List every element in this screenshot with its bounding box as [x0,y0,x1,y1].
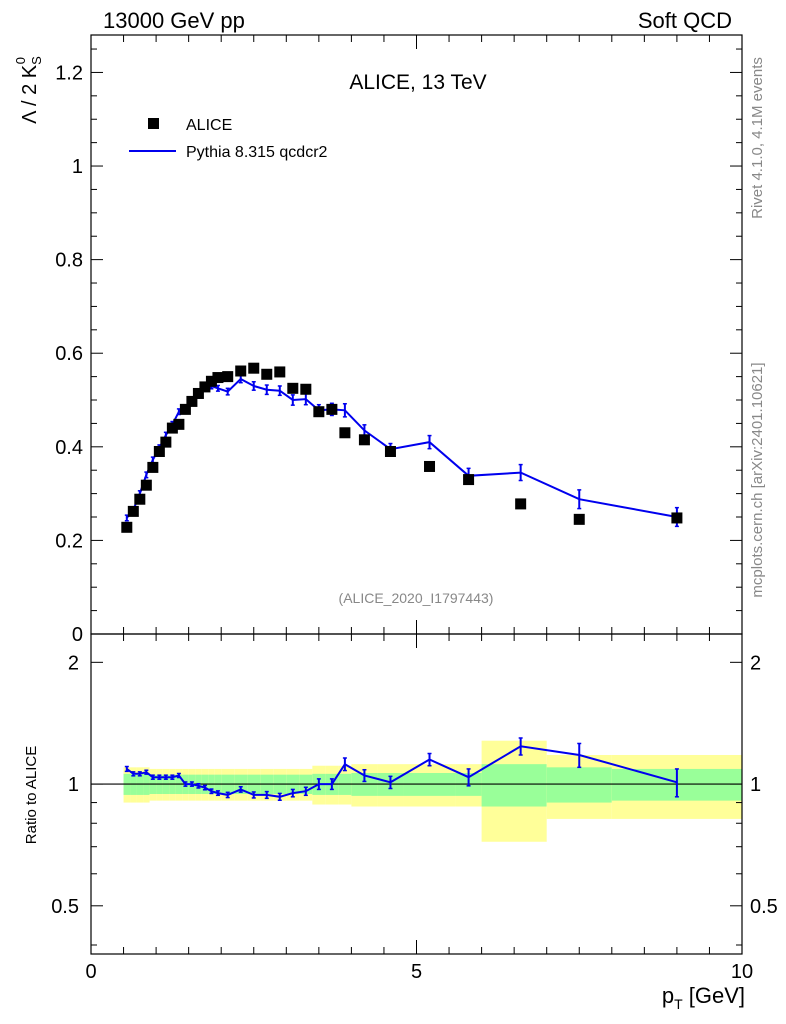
ratio-y-tick-label-right: 1 [750,774,761,796]
data-point [192,387,204,399]
data-point [199,381,211,393]
data-point [300,383,312,395]
main-panel: 0 0.2 0.4 0.6 0.8 1 1.2 ALICE, 13 TeV (ALICE_2… [13,34,743,646]
uncertainty-band-inner [546,767,612,803]
analysis-id: (ALICE_2020_I1797443) [339,590,494,606]
legend: ALICE Pythia 8.315 qcdcr2 [129,117,328,161]
ratio-y-tick-label: 2 [68,652,79,674]
data-point [173,418,185,430]
ratio-y-tick-label-right: 2 [750,652,761,674]
svg-text:pT [GeV]: pT [GeV] [662,983,745,1012]
data-point [127,505,139,517]
y-axis-label: Λ / 2 KS0 [13,56,44,124]
y-tick-label: 0.2 [55,530,83,552]
mcplots-label: mcplots.cern.ch [arXiv:2401.10621] [749,362,766,597]
data-point [261,368,273,380]
header-category: Soft QCD [638,8,732,33]
data-point [287,382,299,394]
y-tick-label: 1.2 [55,62,83,84]
data-point [222,371,234,383]
data-point [424,460,436,472]
data-point [515,498,527,510]
svg-text:Λ / 2 KS0: Λ / 2 KS0 [13,56,44,124]
data-point [313,406,325,418]
y-tick-label: 0.8 [55,250,83,272]
data-point [205,375,217,387]
data-point [326,403,338,415]
data-point [274,366,286,378]
chart-title: ALICE, 13 TeV [349,71,486,94]
data-point [121,521,133,533]
data-point [140,479,152,491]
data-point [358,434,370,446]
data-point [384,445,396,457]
data-point [160,436,172,448]
x-tick-label: 5 [411,961,422,983]
data-point [573,513,585,525]
data-point [147,461,159,473]
data-point [671,512,683,524]
ratio-y-tick-label: 1 [68,774,79,796]
uncertainty-band-inner [481,764,547,807]
y-tick-label: 0 [72,624,83,646]
x-axis-label: pT [GeV] [662,983,745,1012]
data-point [248,362,260,374]
mc-line [126,377,678,519]
legend-mc-label: Pythia 8.315 qcdcr2 [186,144,328,161]
rivet-label: Rivet 4.1.0, 4.1M events [749,57,766,219]
legend-data-label: ALICE [186,117,232,134]
ratio-panel: 0.5 0.5 1 1 2 2 0 5 10 Ratio to ALICE [23,633,778,983]
data-point [153,445,165,457]
x-tick-label: 0 [85,961,96,983]
legend-data-marker [148,118,159,129]
data-point [463,474,475,486]
data-point [186,395,198,407]
data-point [179,403,191,415]
data-point [134,493,146,505]
mc-ratio-line [126,745,678,798]
ratio-y-axis-label: Ratio to ALICE [23,746,40,844]
y-tick-label: 1 [72,156,83,178]
data-point [339,427,351,439]
ratio-y-tick-label-right: 0.5 [750,896,778,918]
header-collision: 13000 GeV pp [103,8,245,33]
data-point [212,372,224,384]
ratio-y-tick-label: 0.5 [51,896,79,918]
y-tick-label: 0.6 [55,343,83,365]
x-tick-label: 10 [731,961,753,983]
data-point [166,422,178,434]
data-point [235,365,247,377]
y-tick-label: 0.4 [55,437,83,459]
